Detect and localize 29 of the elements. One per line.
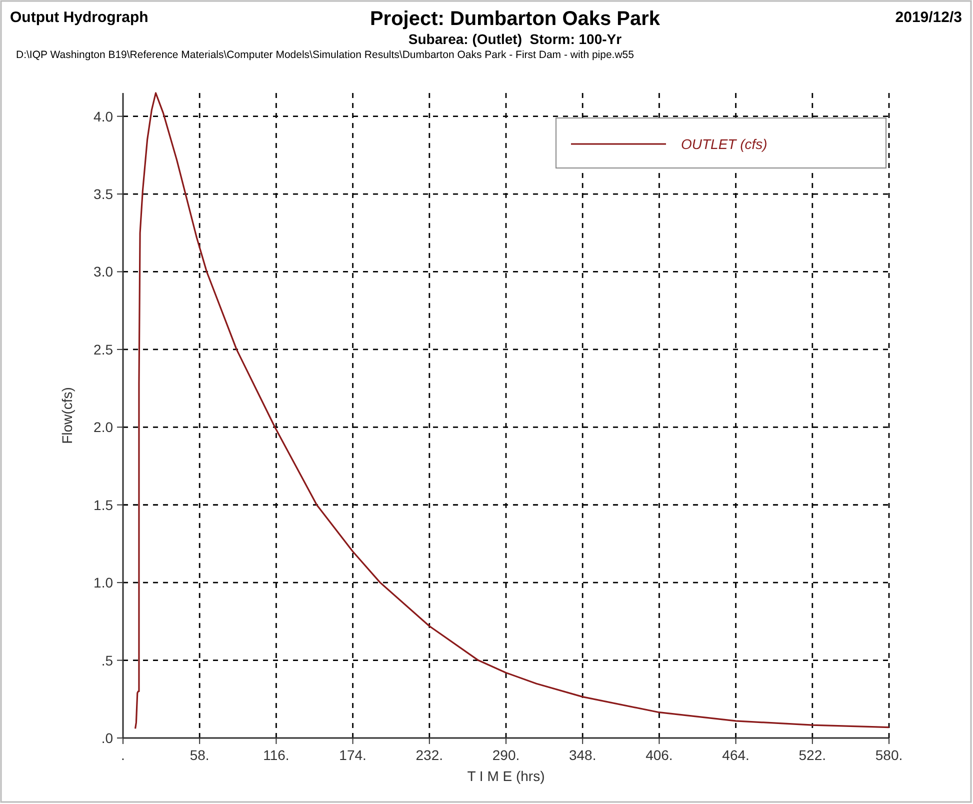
y-tick-label: 4.0 — [94, 108, 114, 124]
x-tick-label: 174. — [339, 747, 366, 763]
x-tick-label: 522. — [798, 747, 826, 763]
y-axis-title: Flow(cfs) — [59, 387, 75, 444]
x-tick-label: 580. — [875, 747, 903, 763]
x-tick-label: . — [121, 747, 125, 763]
text: D:\IQP Washington B19\Reference Materials\Computer Models\Simulation Results\Dumbarton Oaks Park - First Dam - with pipe.w55 — [16, 49, 634, 61]
line-series — [134, 92, 890, 730]
chart-title: Project: Dumbarton Oaks Park — [370, 8, 661, 30]
y-tick-label: 3.0 — [94, 264, 114, 280]
x-axis-title: T I M E (hrs) — [467, 768, 545, 784]
y-tick-label: 3.5 — [94, 186, 114, 202]
x-tick-label: 232. — [416, 747, 444, 763]
x-tick-label: 464. — [722, 747, 750, 763]
y-tick-label: 2.5 — [94, 341, 114, 358]
x-tick-label: 116. — [263, 747, 290, 763]
y-tick-label: .0 — [101, 730, 114, 746]
y-tick-label: 2.0 — [94, 419, 114, 436]
y-tick-label: 1.0 — [94, 574, 114, 591]
y-tick-label: 1.5 — [94, 496, 114, 513]
x-tick-label: 290. — [492, 747, 520, 763]
chart-subtitle: Subarea: (Outlet) Storm: 100-Yr — [408, 31, 622, 47]
y-tick-label: .5 — [101, 652, 114, 668]
text: 2019/12/3 — [895, 9, 962, 26]
x-tick-label: 58. — [190, 747, 210, 763]
text: OUTLET (cfs) — [681, 136, 768, 152]
x-tick-label: 406. — [646, 747, 673, 763]
x-tick-label: 348. — [568, 747, 596, 763]
text: Output Hydrograph — [10, 9, 148, 26]
